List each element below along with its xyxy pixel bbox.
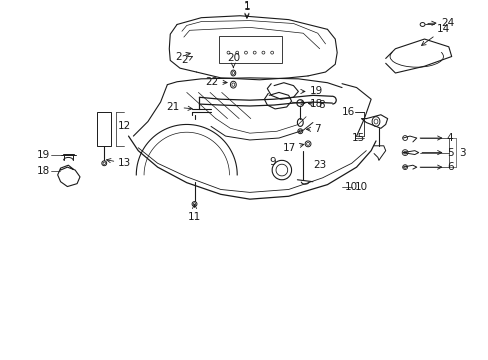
Text: 9: 9 — [269, 157, 276, 167]
Text: 2: 2 — [175, 51, 190, 62]
Text: 5: 5 — [421, 148, 452, 158]
Text: 2: 2 — [181, 55, 192, 66]
Text: 17: 17 — [283, 143, 303, 153]
Text: 10: 10 — [345, 181, 358, 192]
Text: 15: 15 — [351, 133, 365, 143]
Text: 10: 10 — [354, 181, 367, 192]
Text: 18: 18 — [37, 166, 50, 176]
Text: 11: 11 — [187, 204, 201, 222]
Text: 20: 20 — [226, 53, 240, 68]
Text: 13: 13 — [106, 158, 131, 168]
Text: 19: 19 — [37, 150, 50, 161]
Bar — [218, 36, 281, 63]
Text: 14: 14 — [421, 24, 449, 45]
Bar — [97, 112, 111, 146]
Text: 24: 24 — [427, 18, 453, 28]
Text: 1: 1 — [243, 2, 250, 18]
Text: 23: 23 — [312, 160, 325, 170]
Text: 21: 21 — [166, 102, 192, 112]
Text: 8: 8 — [308, 100, 324, 110]
Text: 4: 4 — [419, 133, 452, 143]
Text: 12: 12 — [118, 121, 131, 131]
Text: 19: 19 — [300, 86, 323, 96]
Text: 3: 3 — [459, 148, 465, 158]
Text: 1: 1 — [243, 1, 250, 17]
Text: 16: 16 — [342, 107, 355, 117]
Text: 7: 7 — [306, 124, 320, 134]
Text: 22: 22 — [205, 77, 226, 87]
Text: 18: 18 — [291, 99, 323, 109]
Text: 6: 6 — [419, 162, 452, 172]
